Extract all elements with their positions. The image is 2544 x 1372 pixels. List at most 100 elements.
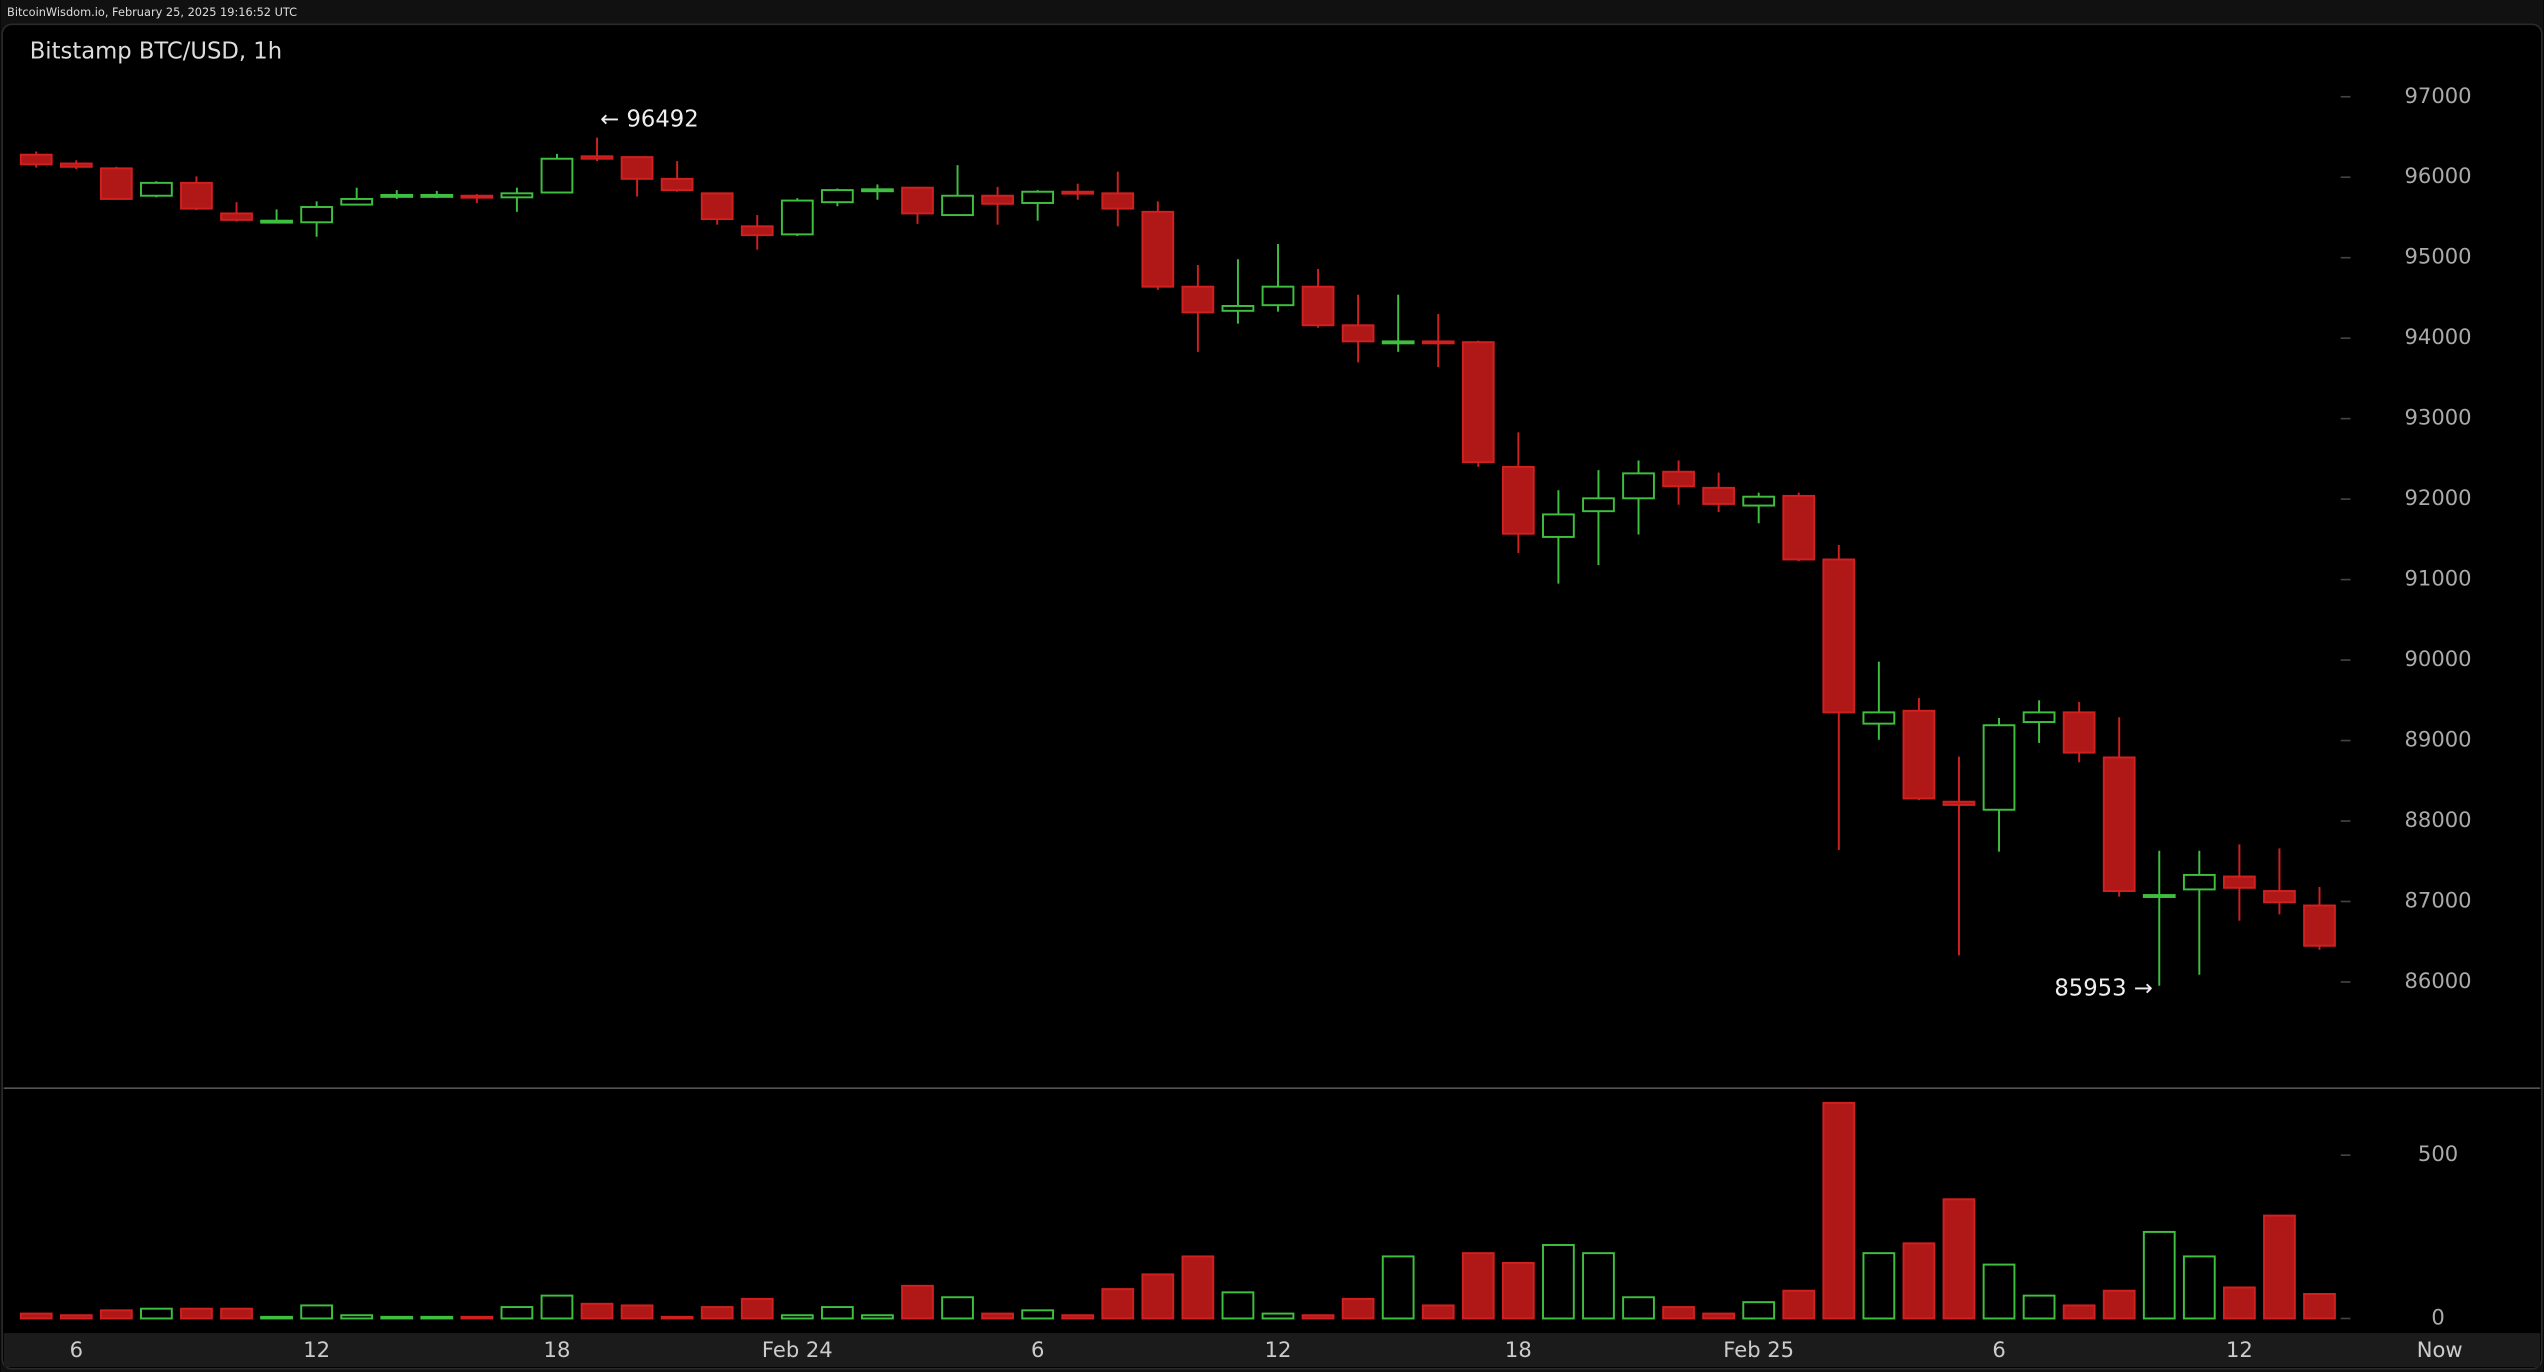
candle-body	[2222, 875, 2256, 889]
candle-body	[2062, 711, 2096, 754]
x-tick-label: 18	[544, 1337, 571, 1362]
y-tick-label: 89000	[2405, 727, 2472, 752]
volume-bar	[260, 1315, 293, 1320]
x-tick-label: Feb 25	[1723, 1337, 1794, 1362]
candle-body	[700, 192, 734, 221]
volume-bar	[1582, 1252, 1615, 1320]
volume-bar	[380, 1315, 414, 1320]
candle-body	[1381, 340, 1415, 345]
candle-body	[901, 186, 934, 215]
candle-body	[740, 225, 774, 237]
candle-body	[99, 167, 133, 200]
volume-bar	[180, 1307, 213, 1320]
candle-body	[180, 181, 213, 210]
volume-bar	[2022, 1294, 2056, 1320]
volume-bar	[1862, 1252, 1896, 1320]
header: BitcoinWisdom.io, February 25, 2025 19:1…	[7, 5, 297, 19]
volume-bar	[981, 1312, 1014, 1320]
volume-tick-label: 500	[2418, 1141, 2458, 1166]
volume-bar	[1982, 1263, 2016, 1320]
x-tick-label: Feb 24	[762, 1337, 833, 1362]
volume-bar	[1542, 1244, 1575, 1320]
x-tick-label: 12	[303, 1337, 330, 1362]
candle-body	[220, 212, 253, 221]
volume-bar	[1902, 1242, 1936, 1320]
candle-body	[820, 189, 854, 204]
volume-bar	[1782, 1289, 1816, 1320]
volume-bar	[780, 1314, 814, 1320]
candle-body	[1782, 494, 1816, 561]
chart-title: Bitstamp BTC/USD, 1h	[30, 38, 282, 64]
candle-body	[2182, 873, 2216, 891]
volume-bar	[2102, 1289, 2136, 1320]
candle-body	[1421, 340, 1455, 345]
volume-bar	[540, 1294, 574, 1320]
candle-body	[460, 194, 494, 199]
volume-bar	[820, 1306, 854, 1320]
volume-bar	[420, 1315, 454, 1320]
candle-body	[2022, 711, 2056, 724]
candle-body	[1341, 324, 1375, 343]
volume-bar	[740, 1297, 774, 1320]
volume-bar	[1061, 1314, 1095, 1320]
volume-bar	[861, 1314, 894, 1320]
volume-bar	[2222, 1286, 2256, 1320]
volume-bar	[140, 1307, 173, 1320]
candle-body	[660, 177, 694, 192]
y-tick-label: 86000	[2405, 968, 2472, 993]
candle-body	[1261, 285, 1295, 307]
volume-bar	[1381, 1255, 1415, 1320]
candle-body	[1501, 465, 1535, 535]
volume-bar	[340, 1314, 374, 1320]
candle-body	[1101, 192, 1135, 210]
candle-body	[1742, 495, 1776, 507]
volume-bar	[1702, 1312, 1736, 1320]
candle-body	[1862, 711, 1896, 725]
volume-bar	[19, 1312, 53, 1320]
volume-bar	[220, 1307, 253, 1320]
volume-bar	[2182, 1255, 2216, 1320]
x-tick-label: Now	[2417, 1337, 2463, 1362]
volume-bar	[2303, 1293, 2336, 1320]
volume-bar	[300, 1304, 334, 1320]
volume-bar	[700, 1306, 734, 1320]
candle-body	[140, 181, 173, 197]
candle-body	[420, 193, 454, 198]
volume-bar	[580, 1302, 614, 1320]
volume-bar	[1461, 1252, 1495, 1320]
volume-tick-label: 0	[2431, 1304, 2444, 1329]
candle-body	[1662, 470, 1695, 488]
candle-body	[981, 194, 1014, 205]
volume-bar	[941, 1296, 974, 1320]
candle-body	[1982, 724, 2016, 811]
candle-body	[380, 193, 414, 198]
candle-body	[340, 197, 374, 206]
y-tick-label: 92000	[2405, 485, 2472, 510]
y-tick-label: 91000	[2405, 566, 2472, 591]
volume-bar	[500, 1306, 534, 1320]
candle-body	[1141, 210, 1175, 288]
x-tick-label: 6	[1031, 1337, 1044, 1362]
candle-body	[1181, 285, 1215, 314]
candle-body	[1221, 305, 1255, 312]
candle-body	[19, 153, 53, 166]
volume-bar	[1101, 1288, 1135, 1320]
candle-body	[620, 156, 654, 180]
candle-body	[1582, 497, 1615, 513]
volume-bar	[460, 1315, 494, 1320]
x-tick-label: 6	[1992, 1337, 2005, 1362]
candle-body	[780, 199, 814, 236]
volume-bar	[1662, 1306, 1695, 1320]
candle-body	[2303, 904, 2336, 947]
volume-bar	[2263, 1214, 2296, 1320]
y-tick-label: 95000	[2405, 244, 2472, 269]
volume-bar	[1181, 1255, 1215, 1320]
candle-body	[59, 162, 93, 168]
volume-bar	[901, 1284, 934, 1320]
candle-body	[1822, 558, 1856, 714]
candle-body	[1021, 190, 1055, 204]
volume-bar	[1141, 1273, 1175, 1320]
volume-bar	[2062, 1304, 2096, 1320]
y-tick-label: 96000	[2405, 163, 2472, 188]
volume-bar	[59, 1314, 93, 1320]
